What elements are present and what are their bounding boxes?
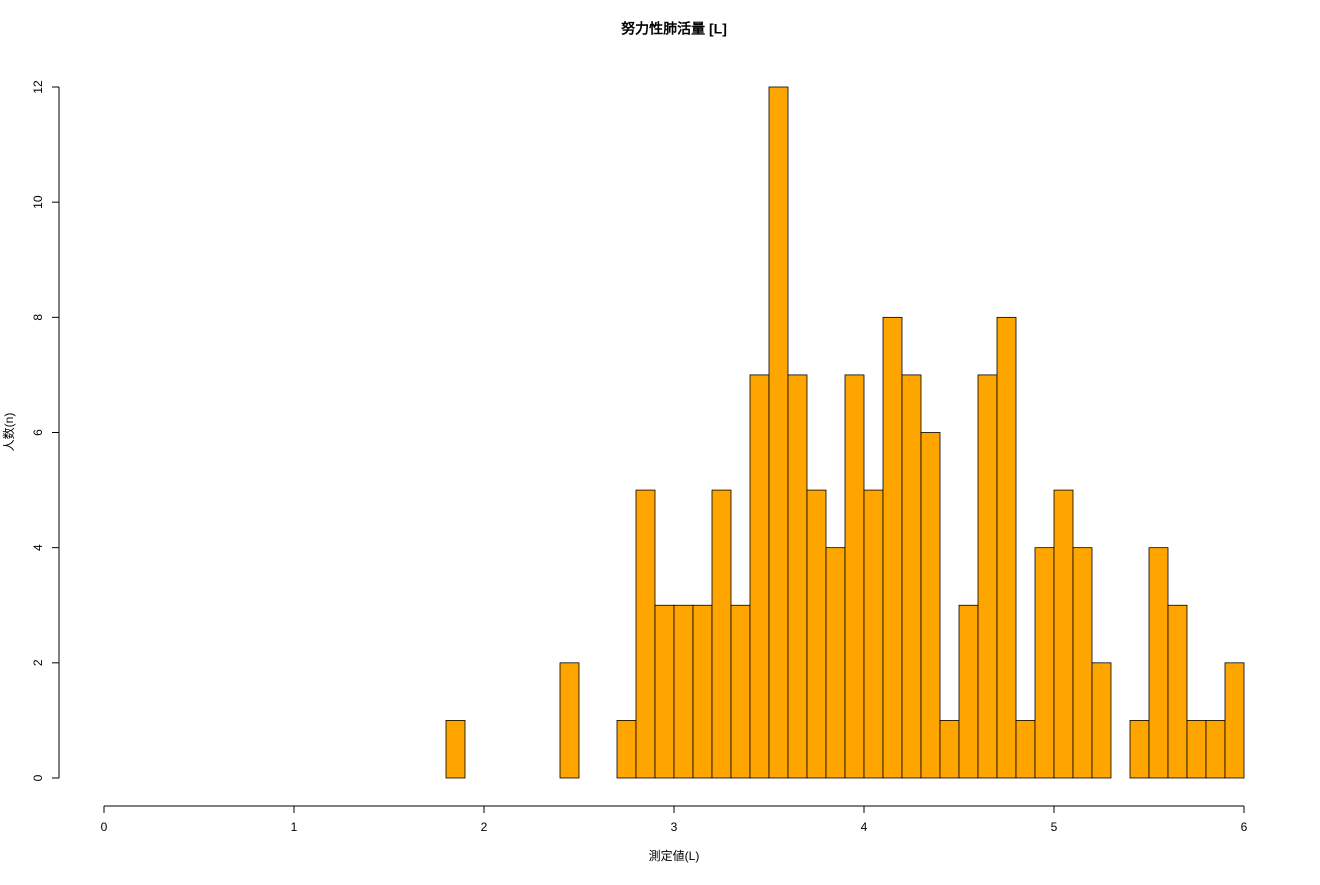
bar xyxy=(1186,720,1207,779)
x-tick-label: 0 xyxy=(101,820,108,834)
chart-title: 努力性肺活量 [L] xyxy=(621,21,727,37)
bar xyxy=(1129,720,1150,779)
bar xyxy=(882,316,903,779)
y-tick-label: 10 xyxy=(31,195,45,209)
x-tick-label: 6 xyxy=(1241,820,1248,834)
bar xyxy=(958,604,979,779)
bar xyxy=(939,720,960,779)
bar xyxy=(654,604,675,779)
bar xyxy=(711,489,732,779)
bar xyxy=(1148,547,1169,779)
bar xyxy=(559,662,580,779)
bar xyxy=(844,374,865,779)
bar xyxy=(806,489,827,779)
bar xyxy=(901,374,922,779)
y-tick-label: 2 xyxy=(31,659,45,666)
bar xyxy=(787,374,808,779)
x-axis-label: 測定値(L) xyxy=(649,848,700,863)
bar xyxy=(1072,547,1093,779)
x-tick-label: 3 xyxy=(671,820,678,834)
bar xyxy=(1034,547,1055,779)
bar xyxy=(768,86,789,779)
bar xyxy=(692,604,713,779)
bar xyxy=(1224,662,1245,779)
bar xyxy=(445,720,466,779)
bar xyxy=(1091,662,1112,779)
x-tick-label: 4 xyxy=(861,820,868,834)
y-tick-label: 4 xyxy=(31,544,45,551)
bar xyxy=(863,489,884,779)
y-axis-label: 人数(n) xyxy=(1,413,16,452)
x-tick-label: 5 xyxy=(1051,820,1058,834)
bar xyxy=(730,604,751,779)
bar xyxy=(1053,489,1074,779)
bar xyxy=(1015,720,1036,779)
bar xyxy=(1205,720,1226,779)
x-tick-label: 1 xyxy=(291,820,298,834)
y-tick-label: 8 xyxy=(31,314,45,321)
bar xyxy=(977,374,998,779)
bar xyxy=(749,374,770,779)
y-tick-label: 6 xyxy=(31,429,45,436)
bar xyxy=(673,604,694,779)
bar xyxy=(825,547,846,779)
y-tick-label: 0 xyxy=(31,774,45,781)
bar xyxy=(920,432,941,779)
bar xyxy=(996,316,1017,779)
y-tick-label: 12 xyxy=(31,80,45,94)
bar xyxy=(1167,604,1188,779)
bar xyxy=(616,720,637,779)
bar xyxy=(635,489,656,779)
x-tick-label: 2 xyxy=(481,820,488,834)
